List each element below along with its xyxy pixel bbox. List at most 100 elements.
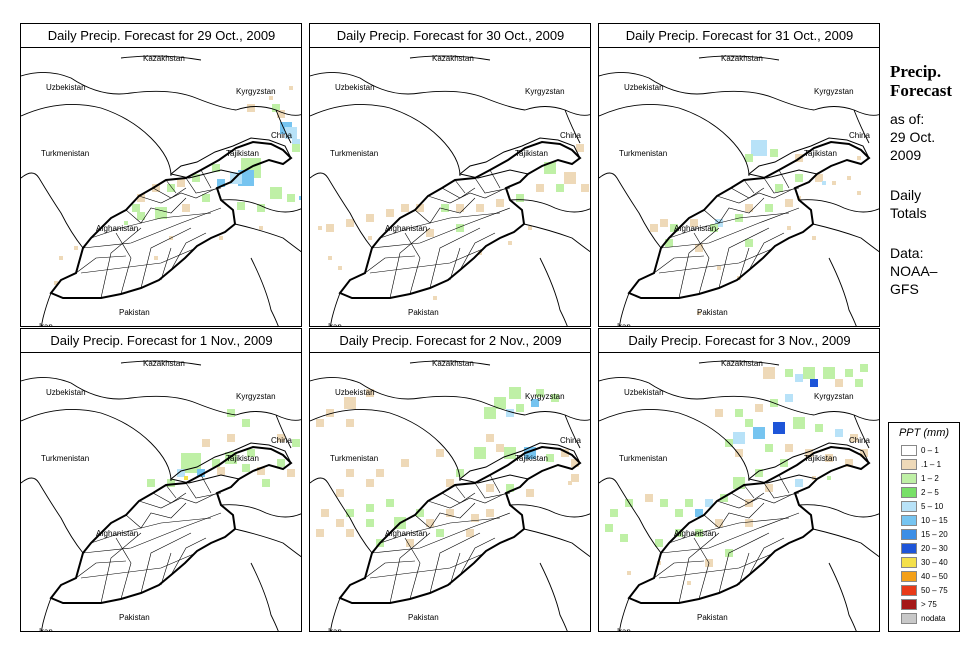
precip-cell: [272, 104, 280, 112]
panel-title: Daily Precip. Forecast for 3 Nov., 2009: [599, 329, 879, 353]
precip-cell: [581, 184, 589, 192]
country-label-india: India: [253, 631, 271, 632]
precip-cell: [496, 444, 504, 452]
country-border: [618, 292, 630, 326]
precip-cell: [285, 127, 297, 139]
province-border: [474, 482, 511, 499]
country-label-uzbekistan: Uzbekistan: [624, 388, 664, 397]
precip-cell: [471, 514, 479, 522]
precip-cell: [765, 444, 773, 452]
province-border: [718, 227, 770, 289]
panel-title: Daily Precip. Forecast for 31 Oct., 2009: [599, 24, 879, 48]
precip-cell: [292, 139, 300, 147]
legend-title: PPT (mm): [898, 427, 950, 439]
province-border: [716, 492, 796, 509]
country-border: [250, 257, 279, 326]
data-source: Data: NOAA– GFS: [890, 244, 937, 298]
precip-cell: [269, 96, 273, 100]
data-source-line: NOAA–: [890, 263, 938, 279]
province-border: [658, 247, 775, 274]
country-label-afghanistan: Afghanistan: [96, 529, 138, 538]
precip-cell: [59, 256, 63, 260]
precip-cell: [717, 266, 721, 270]
legend-swatch: [901, 543, 917, 554]
province-border: [140, 227, 192, 289]
country-label-turkmenistan: Turkmenistan: [41, 454, 89, 463]
country-label-kazakhstan: Kazakhstan: [432, 54, 474, 63]
province-border: [369, 552, 486, 579]
precip-cell: [822, 181, 826, 185]
precip-cell: [386, 209, 394, 217]
precip-cell: [576, 144, 584, 152]
legend-item: 10 – 15: [901, 515, 959, 527]
country-label-afghanistan: Afghanistan: [96, 224, 138, 233]
precip-cell: [687, 581, 691, 585]
precip-cell: [152, 184, 160, 192]
precip-cell: [697, 311, 701, 315]
country-border: [21, 72, 237, 111]
precip-cell: [292, 144, 300, 152]
province-border: [763, 177, 800, 194]
precip-legend: PPT (mm) 0 – 1 .1 – 1 1 – 2 2 – 5 5 – 10…: [888, 422, 960, 632]
province-border: [414, 502, 476, 529]
precip-cell: [536, 184, 544, 192]
legend-swatch: [901, 473, 917, 484]
precip-cell: [845, 459, 853, 467]
country-border: [524, 411, 590, 421]
country-border: [524, 106, 590, 116]
province-border: [738, 552, 750, 586]
precip-cell: [433, 296, 437, 300]
legend-swatch: [901, 571, 917, 582]
country-border: [235, 106, 301, 116]
country-border: [329, 597, 341, 631]
country-label-afghanistan: Afghanistan: [674, 224, 716, 233]
country-border: [853, 109, 870, 144]
precip-cell: [660, 219, 668, 227]
precip-cell: [690, 219, 698, 227]
precip-cell: [137, 212, 145, 220]
precip-cell: [845, 369, 853, 377]
precip-cell: [181, 453, 201, 473]
precip-cell: [338, 266, 342, 270]
country-label-tajikistan: Tajikistan: [515, 149, 548, 158]
as-of-date-text: 29 Oct.: [890, 129, 936, 145]
country-border: [40, 292, 52, 326]
precip-cell: [192, 174, 200, 182]
precip-cell: [775, 184, 783, 192]
precip-cell: [289, 86, 293, 90]
province-border: [653, 560, 705, 579]
legend-swatch: [901, 501, 917, 512]
precip-cell: [745, 519, 753, 527]
precip-cell: [287, 469, 295, 477]
country-border: [220, 199, 301, 213]
country-label-turkmenistan: Turkmenistan: [619, 149, 667, 158]
legend-label: 50 – 75: [921, 586, 948, 595]
precip-cell: [753, 427, 765, 439]
precip-cell: [765, 484, 773, 492]
legend-item: 15 – 20: [901, 529, 959, 541]
precip-cell: [571, 459, 579, 467]
forecast-panel-3: Daily Precip. Forecast for 31 Oct., 2009…: [598, 23, 880, 327]
province-border: [138, 187, 218, 204]
province-border: [185, 177, 222, 194]
precip-map: Uzbekistan Kazakhstan Kyrgyzstan China Turkm…: [310, 359, 590, 631]
precip-cell: [366, 504, 374, 512]
precip-cell: [326, 224, 334, 232]
panel-title: Daily Precip. Forecast for 1 Nov., 2009: [21, 329, 301, 353]
precip-cell: [212, 459, 220, 467]
province-border: [427, 492, 507, 509]
country-label-turkmenistan: Turkmenistan: [330, 149, 378, 158]
precip-cell: [506, 409, 514, 417]
country-label-iran: Iran: [39, 627, 53, 632]
precip-cell: [835, 379, 843, 387]
province-border: [748, 537, 785, 576]
precip-cell: [655, 539, 663, 547]
province-border: [82, 512, 222, 554]
country-border: [40, 597, 52, 631]
country-border: [539, 257, 568, 326]
precip-cell: [803, 367, 815, 379]
precip-cell: [446, 509, 454, 517]
precip-cell: [835, 429, 843, 437]
province-border: [489, 474, 501, 494]
precip-cell: [212, 164, 220, 172]
